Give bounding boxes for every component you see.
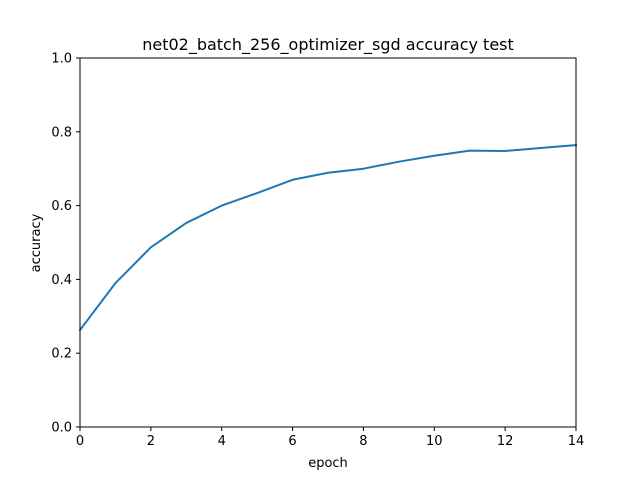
x-tick-label: 8 xyxy=(359,434,367,449)
y-tick-label: 0.0 xyxy=(51,421,72,436)
x-tick-label: 12 xyxy=(497,434,514,449)
x-axis-label: epoch xyxy=(308,456,348,471)
y-tick-label: 1.0 xyxy=(51,52,72,67)
chart-title: net02_batch_256_optimizer_sgd accuracy t… xyxy=(142,35,514,55)
y-axis-label: accuracy xyxy=(29,213,44,272)
y-tick-label: 0.4 xyxy=(51,273,72,288)
x-tick-label: 14 xyxy=(568,434,585,449)
plot-frame xyxy=(79,57,577,428)
y-tick-label: 0.6 xyxy=(51,199,72,214)
y-tick-label: 0.2 xyxy=(51,347,72,362)
series-line-0 xyxy=(78,144,578,332)
x-tick-label: 6 xyxy=(288,434,296,449)
x-axis: 0 2 4 6 8 10 12 14 xyxy=(76,427,584,449)
x-tick-label: 4 xyxy=(218,434,226,449)
y-tick-label: 0.8 xyxy=(51,125,72,140)
x-tick-label: 2 xyxy=(147,434,155,449)
x-tick-label: 0 xyxy=(76,434,84,449)
x-tick-label: 10 xyxy=(426,434,443,449)
plot-area xyxy=(78,57,578,428)
y-axis: 0.0 0.2 0.4 0.6 0.8 1.0 xyxy=(51,52,80,436)
